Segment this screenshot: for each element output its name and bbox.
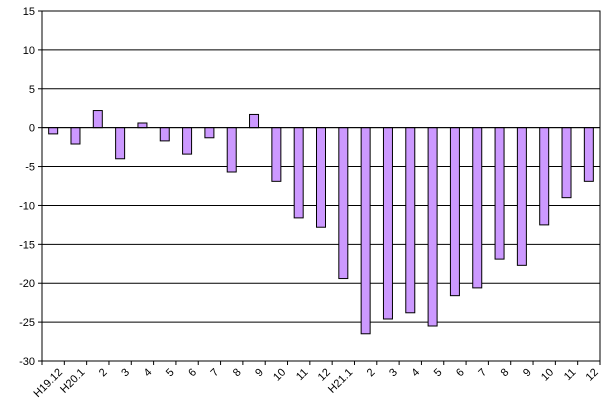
- bar: [472, 127, 483, 289]
- x-tick-label: 2: [365, 366, 378, 379]
- y-tick-label: -10: [19, 200, 35, 212]
- plot-frame: [41, 10, 601, 362]
- y-tick-label: -30: [19, 356, 35, 368]
- bar: [316, 127, 326, 228]
- bar: [494, 127, 505, 260]
- bar: [249, 113, 260, 129]
- bar: [427, 127, 438, 327]
- axes: [41, 10, 601, 362]
- y-tick-label: 0: [29, 123, 35, 135]
- bar: [204, 127, 215, 139]
- x-tick-label: 3: [387, 366, 400, 379]
- bar: [48, 127, 59, 135]
- y-tick-label: -15: [19, 239, 35, 251]
- y-axis-tick-labels: 15 10 5 0 -5 -10 -15 -20 -25 -30: [19, 6, 35, 368]
- x-tick-label: 6: [186, 366, 199, 379]
- bar: [137, 122, 148, 129]
- x-tick-label: 11: [562, 366, 579, 383]
- y-tick-label: 5: [29, 84, 35, 96]
- x-tick-label: H21.1: [326, 366, 355, 395]
- bar: [539, 127, 550, 226]
- x-tick-label: 4: [142, 366, 155, 379]
- bar: [360, 127, 371, 335]
- y-tick-label: -20: [19, 278, 35, 290]
- bar: [338, 127, 349, 280]
- y-tick-label: 15: [23, 6, 35, 18]
- bar: [92, 110, 103, 129]
- x-tick-label: 12: [316, 366, 333, 383]
- x-tick-label: H19.12: [32, 366, 66, 400]
- x-tick-label: 12: [584, 366, 601, 383]
- x-tick-label: 10: [271, 366, 288, 383]
- y-tick-label: -25: [19, 317, 35, 329]
- x-tick-label: 10: [539, 366, 556, 383]
- bar: [115, 127, 126, 160]
- bar: [226, 127, 237, 173]
- y-tick-label: -5: [25, 162, 35, 174]
- bar: [182, 127, 193, 155]
- bar: [159, 127, 170, 142]
- x-tick-label: 8: [499, 366, 512, 379]
- x-tick-label: 2: [97, 366, 110, 379]
- bar: [561, 127, 572, 199]
- x-tick-label: 6: [454, 366, 467, 379]
- x-tick-label: 4: [409, 366, 422, 379]
- bar: [449, 127, 460, 297]
- x-tick-label: 3: [119, 366, 132, 379]
- y-tick-label: 10: [23, 45, 35, 57]
- bars: [48, 110, 594, 335]
- bar: [271, 127, 282, 182]
- x-tick-label: 9: [521, 366, 534, 379]
- x-tick-label: 5: [164, 366, 177, 379]
- x-tick-label: 11: [294, 366, 311, 383]
- x-tick-label: 9: [253, 366, 266, 379]
- bar: [583, 127, 594, 182]
- bar: [382, 127, 393, 320]
- x-tick-label: 8: [231, 366, 244, 379]
- x-tick-label: H20.1: [58, 366, 87, 395]
- x-tick-label: 7: [209, 366, 222, 379]
- bar: [405, 127, 416, 314]
- bar: [70, 127, 81, 145]
- bar: [516, 127, 527, 266]
- x-tick-label: 7: [476, 366, 489, 379]
- bar: [293, 127, 304, 219]
- x-tick-label: 5: [432, 366, 445, 379]
